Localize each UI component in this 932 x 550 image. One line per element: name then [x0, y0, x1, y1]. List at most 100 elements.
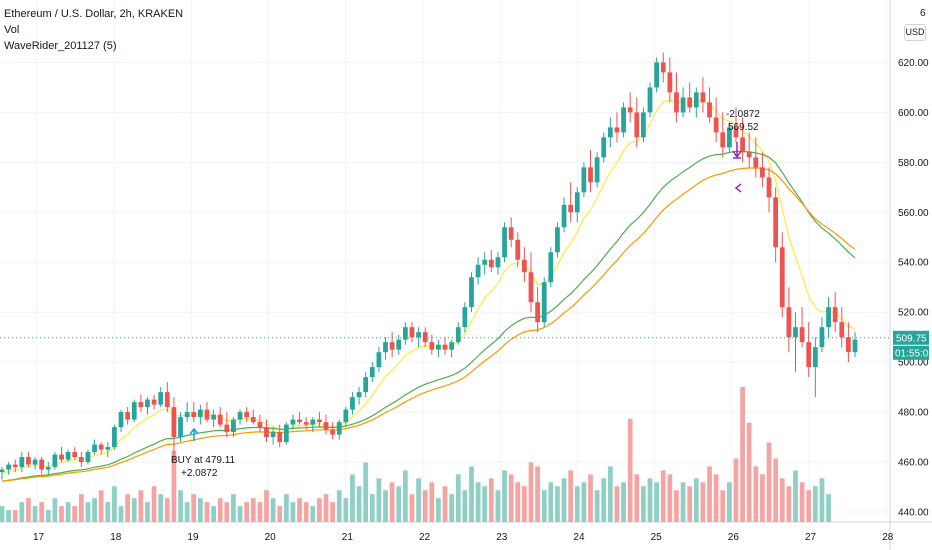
- volume-bar: [482, 486, 488, 522]
- volume-bar: [687, 486, 693, 522]
- candle-body: [303, 422, 309, 425]
- volume-bar: [614, 486, 620, 522]
- volume-bar: [0, 506, 5, 522]
- candle-body: [416, 332, 421, 338]
- candle-body: [164, 392, 170, 408]
- currency-button[interactable]: USD: [904, 24, 926, 41]
- candle-body: [561, 204, 567, 228]
- candle-body: [310, 419, 316, 425]
- candle-body: [224, 424, 230, 433]
- volume-bar: [178, 490, 183, 522]
- volume-bar: [197, 498, 203, 522]
- candle-body: [627, 107, 633, 113]
- candle-body: [402, 327, 408, 340]
- volume-bar: [39, 502, 45, 522]
- candle-body: [766, 177, 772, 198]
- candle-body: [297, 419, 302, 423]
- chart-legend: Ethereum / U.S. Dollar, 2h, KRAKEN Vol W…: [4, 6, 183, 54]
- volume-bar: [310, 506, 316, 522]
- candle-body: [541, 282, 547, 323]
- candle-body: [92, 444, 97, 453]
- volume-bar: [363, 462, 369, 522]
- candle-body: [363, 377, 369, 393]
- candle-body: [740, 137, 745, 153]
- volume-bar: [574, 486, 580, 522]
- candle-body: [125, 412, 131, 420]
- candle-body: [0, 469, 5, 473]
- volume-bar: [112, 486, 117, 522]
- volume-bar: [707, 466, 712, 522]
- volume-bar: [369, 494, 375, 522]
- time-tick-label: 18: [110, 532, 122, 543]
- volume-bar: [125, 494, 131, 522]
- volume-bar: [145, 502, 150, 522]
- candle-body: [488, 259, 494, 268]
- candle-body: [515, 239, 521, 260]
- volume-bar: [634, 474, 640, 522]
- waverider-indicator-label[interactable]: WaveRider_201127 (5): [4, 40, 117, 52]
- time-tick-label: 21: [342, 532, 354, 543]
- candle-body: [647, 87, 653, 113]
- candle-body: [455, 327, 461, 343]
- volume-bar: [376, 478, 382, 522]
- candle-body: [158, 392, 164, 405]
- volume-bar: [409, 494, 415, 522]
- volume-bar: [561, 478, 567, 522]
- svg-text:509.75: 509.75: [896, 333, 927, 344]
- price-axis[interactable]: 440.00 460.00 480.00 500.00 520.00 540.00 560.…: [898, 58, 929, 519]
- candle-body: [118, 412, 124, 428]
- candle-body: [65, 452, 71, 460]
- volume-bar: [383, 490, 388, 522]
- candle-body: [660, 62, 666, 73]
- volume-indicator-label[interactable]: Vol: [4, 24, 20, 36]
- time-tick-label: 27: [805, 532, 817, 543]
- volume-bar: [693, 478, 699, 522]
- volume-bar: [674, 490, 679, 522]
- candle-body: [26, 457, 31, 465]
- candle-body: [376, 352, 382, 368]
- volume-bar: [654, 482, 660, 522]
- volume-bar: [502, 470, 507, 522]
- price-tick-label: 600.00: [898, 108, 929, 119]
- candle-body: [574, 192, 580, 213]
- candle-body: [760, 167, 765, 178]
- volume-bar: [740, 387, 745, 522]
- candle-body: [449, 342, 455, 350]
- volume-bar: [746, 422, 752, 522]
- candle-body: [270, 432, 276, 438]
- buy-delta-label: +2.0872: [181, 468, 218, 479]
- candle-body: [317, 419, 322, 423]
- volume-bar: [601, 478, 607, 522]
- candle-body: [178, 417, 183, 438]
- volume-bar: [396, 486, 402, 522]
- volume-bar: [244, 502, 250, 522]
- volume-bar: [515, 482, 521, 522]
- time-axis[interactable]: 17 18 19 20 21 22 23 24 25 26 27 28: [33, 532, 894, 543]
- volume-bar: [462, 490, 468, 522]
- candle-body: [588, 167, 593, 183]
- volume-bar: [647, 478, 653, 522]
- volume-bar: [283, 494, 289, 522]
- candle-body: [151, 399, 157, 405]
- volume-bar: [138, 490, 144, 522]
- volume-bar: [171, 450, 177, 522]
- volume-bar: [191, 494, 197, 522]
- volume-bar: [627, 418, 633, 522]
- candle-body: [237, 412, 243, 420]
- volume-bar: [343, 498, 349, 522]
- volume-bar: [793, 470, 798, 522]
- candle-body: [621, 107, 626, 133]
- price-tick-label: 500.00: [898, 358, 929, 369]
- time-tick-label: 26: [728, 532, 740, 543]
- volume-bar: [786, 486, 792, 522]
- symbol-title[interactable]: Ethereum / U.S. Dollar, 2h, KRAKEN: [4, 8, 184, 20]
- candle-body: [257, 422, 263, 428]
- volume-bar: [389, 482, 395, 522]
- candle-body: [528, 272, 534, 303]
- candle-body: [283, 424, 289, 443]
- volume-bar: [773, 458, 779, 522]
- volume-bar: [217, 498, 223, 522]
- candle-body: [508, 227, 514, 240]
- candle-body: [85, 452, 91, 463]
